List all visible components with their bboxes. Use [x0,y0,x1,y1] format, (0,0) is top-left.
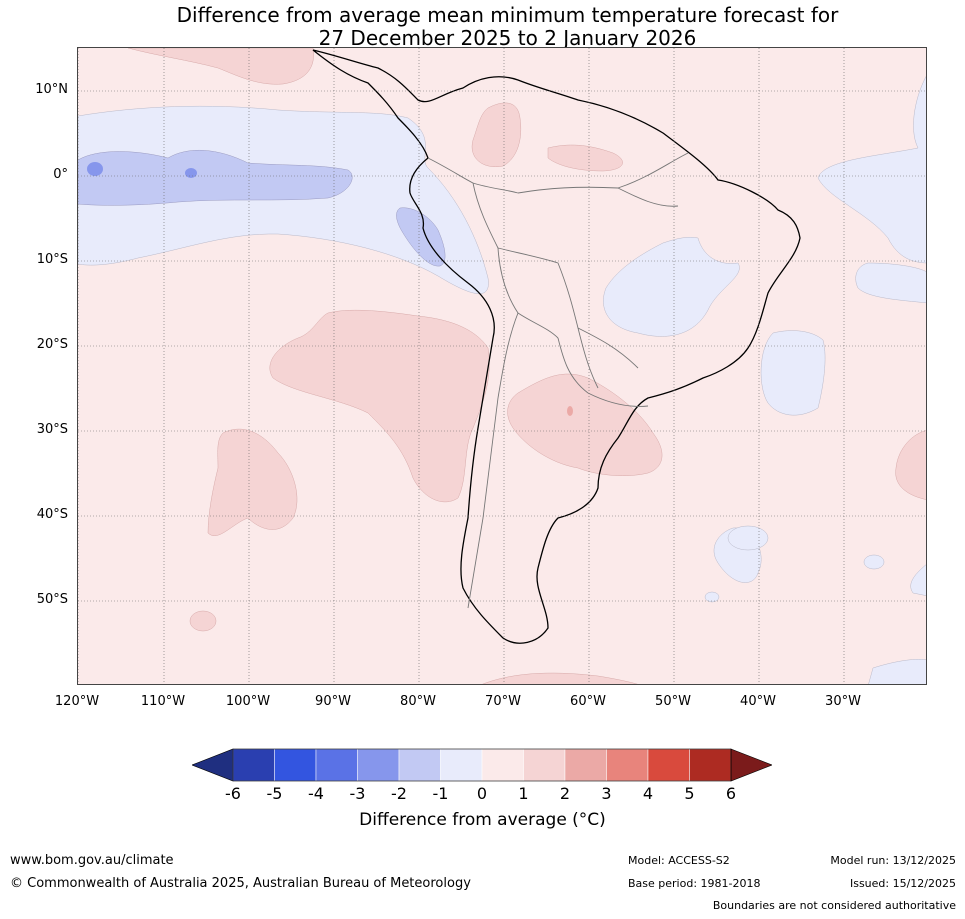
lon-label-30w: 30°W [825,694,861,709]
lon-label-100w: 100°W [225,694,271,709]
cool-patch-small-b [863,554,885,570]
colorbar-outline [232,748,732,782]
colorbar-segment [606,748,649,782]
colorbar [192,748,772,782]
map-title: Difference from average mean minimum tem… [0,4,965,50]
warm-patch-guiana [547,144,623,172]
lon-label-110w: 110°W [140,694,186,709]
lat-label-40s: 40°S [36,507,68,522]
colorbar-segment [315,748,358,782]
coastline-south-america [312,49,801,644]
colorbar-segment [564,748,607,782]
colorbar-tick-label: -6 [225,784,241,803]
lat-label-20s: 20°S [36,337,68,352]
lon-label-80w: 80°W [400,694,436,709]
country-boundaries [427,152,689,609]
lon-label-40w: 40°W [740,694,776,709]
cool-patch-north-atlantic [817,76,926,264]
colorbar-segment [523,748,566,782]
anomaly-fill-minus3-minus2-a [87,162,103,176]
warm-patch-tiny [567,406,573,416]
cool-patch-small-c [704,591,720,603]
anomaly-fill-minus2-minus1-coast [396,207,446,267]
boundaries-disclaimer: Boundaries are not considered authoritat… [712,899,956,912]
cool-patch-east-brazil [760,330,826,416]
lat-label-10n: 10°N [35,82,68,97]
cool-patch-brazil [603,236,740,337]
colorbar-tick-label: 3 [601,784,612,803]
lat-label-30s: 30°S [36,422,68,437]
warm-patch-colombia [471,102,521,168]
lon-label-70w: 70°W [485,694,521,709]
colorbar-segment [689,748,732,782]
issued-date: Issued: 15/12/2025 [849,877,956,890]
lon-label-90w: 90°W [315,694,351,709]
colorbar-tick-label: 5 [684,784,695,803]
colorbar-title: Difference from average (°C) [359,810,606,830]
colorbar-tick-label: 6 [725,784,737,803]
website-link[interactable]: www.bom.gov.au/climate [10,853,174,868]
colorbar-tick-label: 1 [518,784,529,803]
anomaly-fill-minus3-minus2-b [185,168,197,178]
model-run-date: Model run: 13/12/2025 [830,854,956,867]
warm-patch-southeast-pacific [269,309,490,503]
colorbar-tick-label: 2 [559,784,571,803]
colorbar-tick-label: -4 [308,784,324,803]
lon-label-50w: 50°W [655,694,691,709]
map-canvas [78,48,926,684]
cool-patch-south-east [910,564,926,596]
warm-patch-south-atlantic [895,430,926,500]
forecast-map [77,47,927,685]
colorbar-tick-label: 0 [476,784,488,803]
colorbar-extend-low [192,748,234,782]
colorbar-segment [232,748,275,782]
warm-patch-north [127,48,314,85]
cool-patch-bottom-right [868,659,926,684]
cool-patch-small-a [727,525,769,551]
warm-patch-small [189,610,217,632]
colorbar-tick-label: -1 [432,784,449,803]
lon-label-60w: 60°W [570,694,606,709]
colorbar-segment [647,748,690,782]
copyright-text: © Commonwealth of Australia 2025, Austra… [10,876,471,891]
warm-patch-la-plata [507,373,663,476]
colorbar-extend-high [730,748,772,782]
lat-label-10s: 10°S [36,252,68,267]
lon-label-120w: 120°W [54,694,100,709]
cool-patch-south-atlantic [855,262,926,304]
graticule [78,48,926,684]
warm-patch-bottom [482,672,638,684]
warm-patch-far-pacific [207,428,298,536]
title-line-1: Difference from average mean minimum tem… [176,3,839,27]
colorbar-segment [274,748,317,782]
title-line-2: 27 December 2025 to 2 January 2026 [318,26,697,50]
colorbar-tick-label: 4 [642,784,654,803]
colorbar-segment [357,748,400,782]
colorbar-segment [398,748,441,782]
colorbar-segment [440,748,483,782]
colorbar-tick-label: -3 [349,784,366,803]
colorbar-tick-label: -5 [266,784,283,803]
lat-label-50s: 50°S [36,592,68,607]
colorbar-segment [481,748,524,782]
anomaly-fill-minus2-minus1 [78,150,353,206]
model-name: Model: ACCESS-S2 [628,854,730,867]
base-period: Base period: 1981-2018 [628,877,761,890]
colorbar-tick-label: -2 [391,784,407,803]
lat-label-0: 0° [53,167,68,182]
